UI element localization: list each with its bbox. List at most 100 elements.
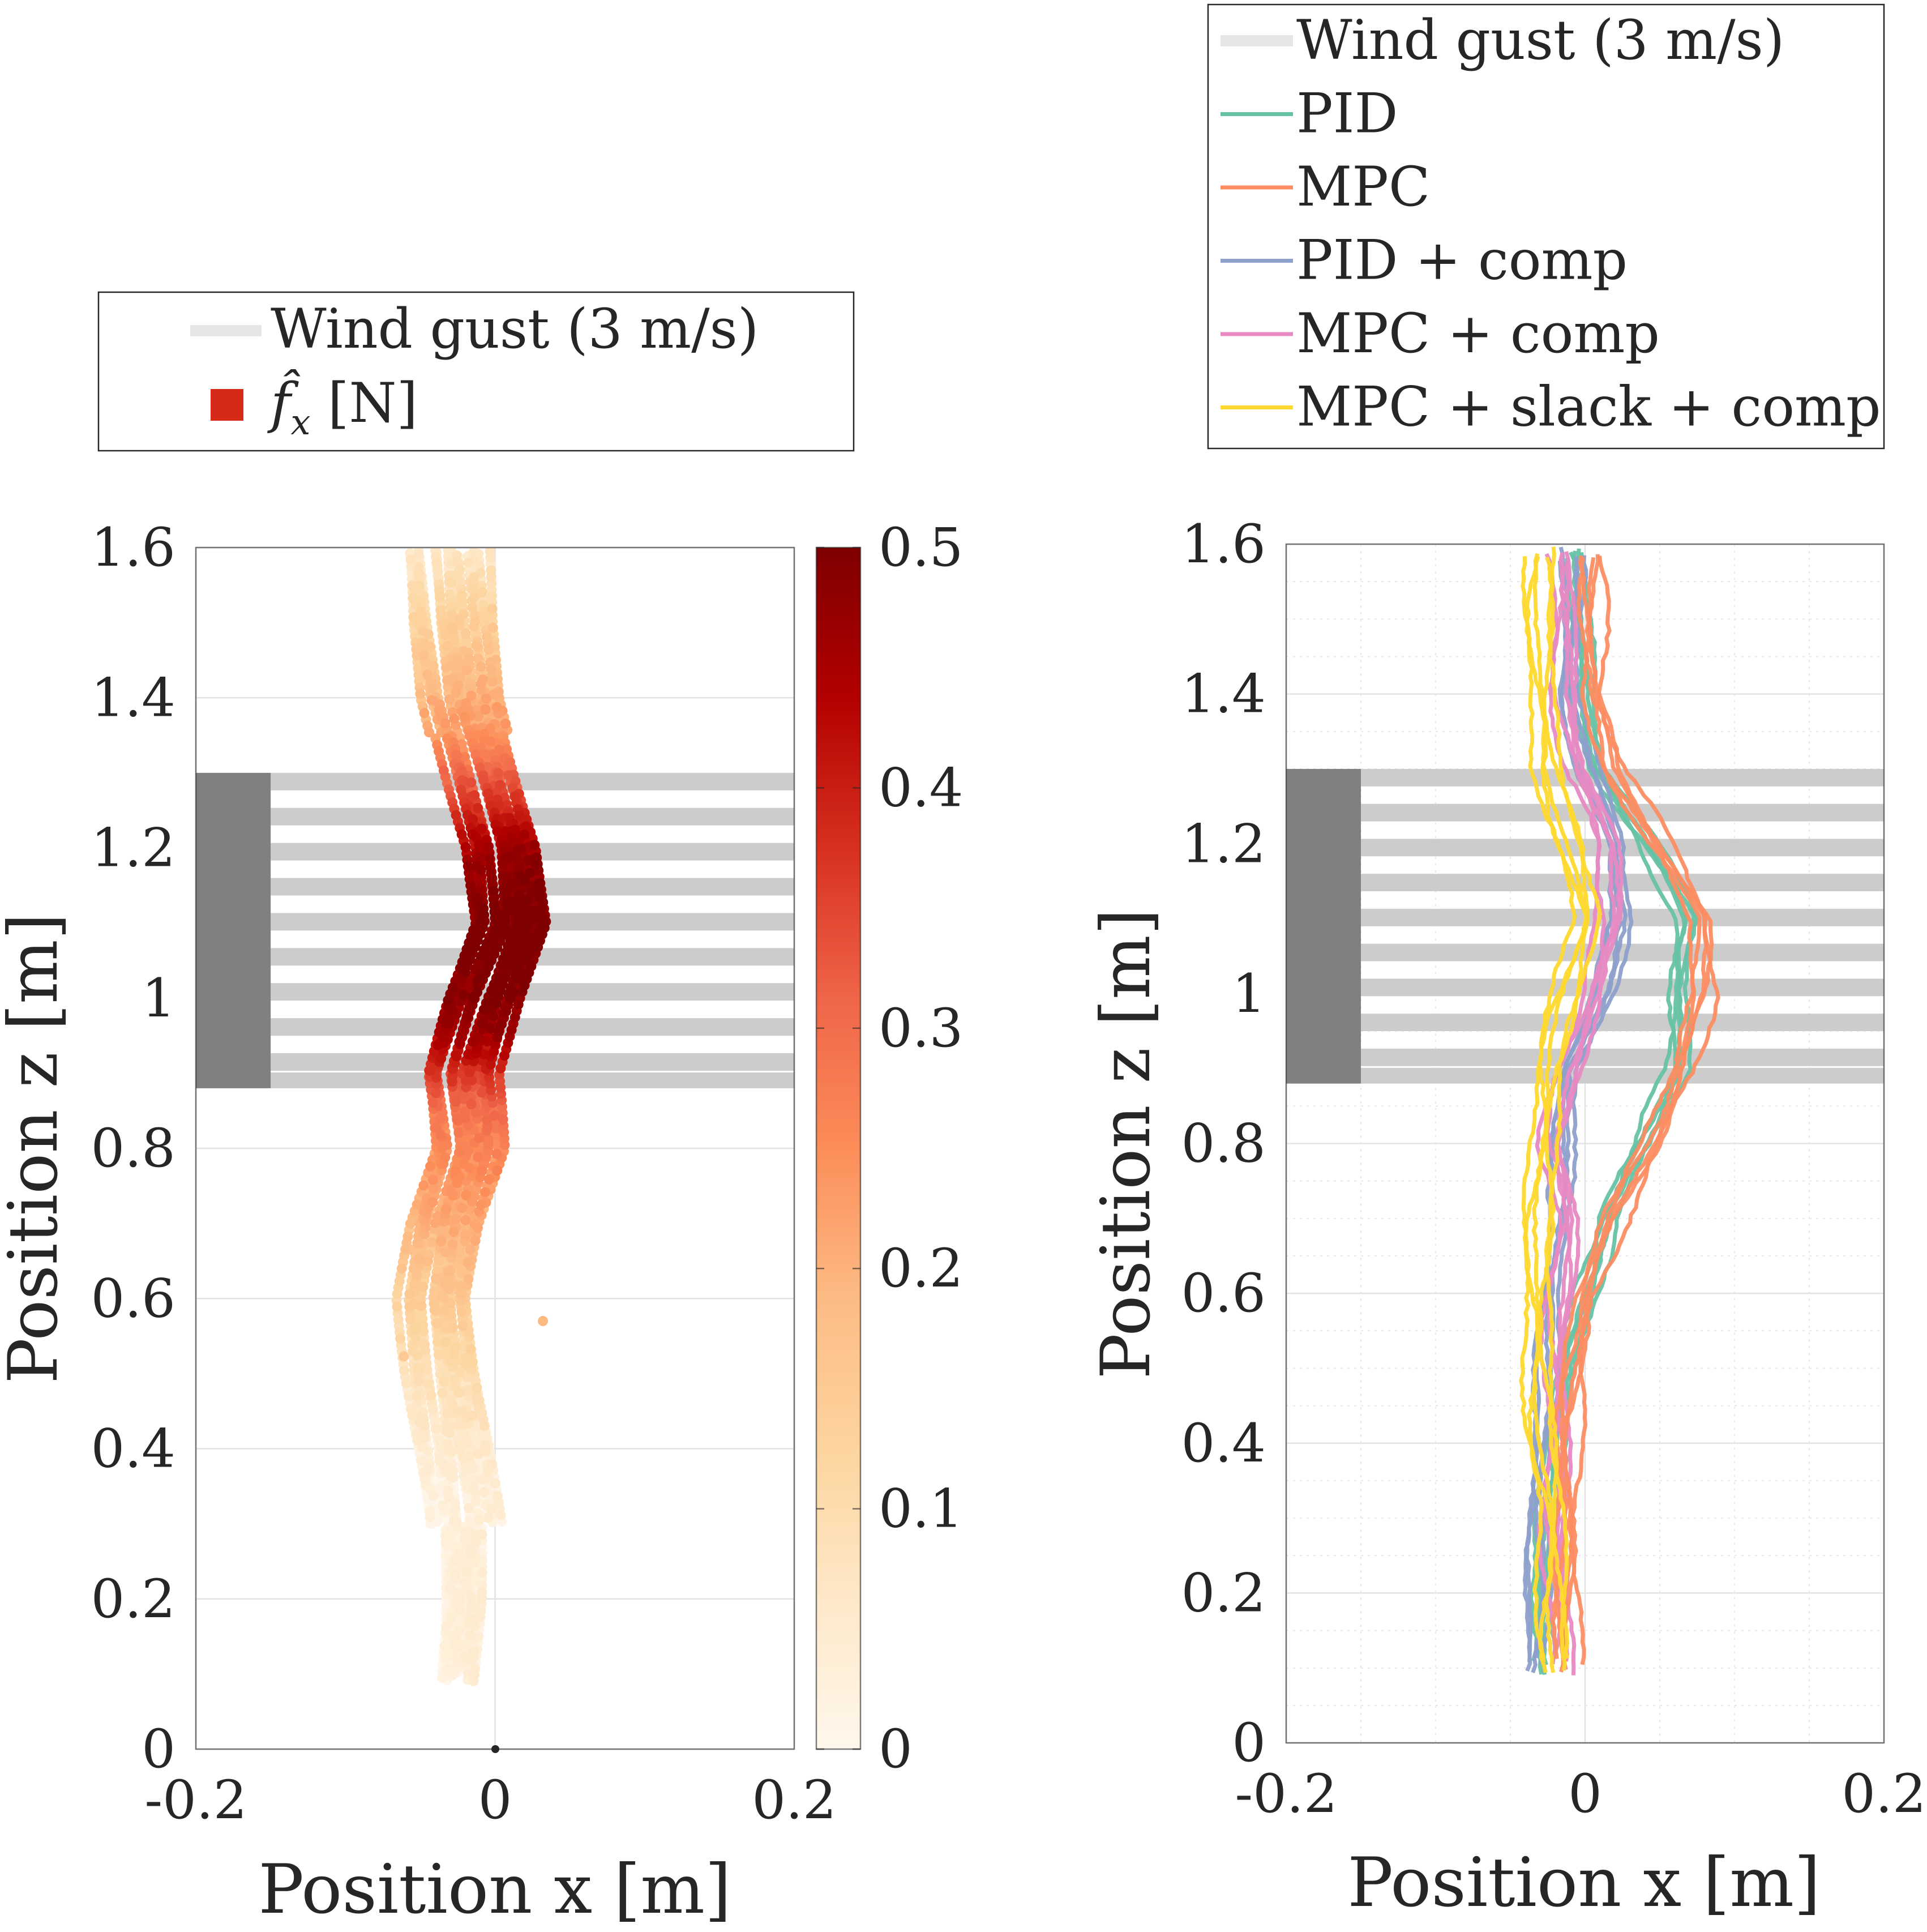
fx-point (491, 1148, 502, 1159)
fx-point (463, 557, 474, 568)
fx-point (460, 1432, 471, 1443)
fx-point (407, 1410, 418, 1421)
fx-point (440, 1337, 451, 1348)
fx-point (461, 1190, 472, 1200)
fx-point (463, 1257, 473, 1268)
fx-point (447, 1190, 458, 1201)
fx-point (440, 1247, 451, 1258)
fx-point (493, 991, 504, 1002)
fx-scatter-points (391, 548, 551, 1686)
y-tick-label: 0.2 (91, 1568, 176, 1630)
fx-point (426, 1237, 437, 1247)
fx-point (443, 1267, 453, 1277)
fx-point (444, 1663, 455, 1674)
fx-point (404, 1289, 415, 1300)
fx-point (495, 1082, 506, 1093)
fx-point (524, 931, 534, 942)
fx-point (418, 650, 429, 661)
fx-point (392, 1301, 402, 1312)
fx-point (528, 906, 538, 917)
fx-point (465, 1547, 476, 1558)
right-y-tick-labels: 0 0.2 0.4 0.6 0.8 1 1.2 1.4 1.6 (1181, 514, 1266, 1774)
fx-point (492, 1491, 503, 1502)
fx-point (451, 1096, 461, 1107)
y-tick-label: 0 (142, 1719, 175, 1780)
fx-point (500, 971, 511, 982)
fx-point (414, 581, 425, 592)
fx-point (476, 661, 486, 672)
fx-point (451, 1051, 462, 1062)
fx-point (463, 861, 473, 871)
fx-point (465, 1344, 476, 1354)
fx-point (463, 1273, 474, 1284)
fx-point (478, 775, 489, 785)
legend-label: MPC + slack + comp (1296, 375, 1881, 439)
fx-point (489, 900, 499, 911)
fx-point (451, 1643, 461, 1653)
x-tick-label: 0.2 (1842, 1763, 1926, 1825)
colorbar-tick-label: 0.4 (879, 757, 964, 819)
fx-point (473, 711, 484, 722)
fx-point (478, 903, 489, 914)
fx-point (403, 1391, 414, 1401)
fx-point (395, 1333, 406, 1344)
right-legend: Wind gust (3 m/s) PID MPC PID + comp MPC + c… (1207, 3, 1885, 450)
fx-point (487, 1459, 498, 1469)
fx-point (477, 1593, 487, 1604)
right-fan-block (1286, 768, 1361, 1084)
trajectory-mpc-slack-comp (1544, 546, 1603, 1671)
left-legend-box (97, 291, 855, 452)
fx-point (442, 1349, 452, 1360)
fx-point (394, 1276, 405, 1286)
fx-point (465, 954, 476, 965)
y-tick-label: 0.2 (1181, 1562, 1266, 1624)
fx-point (500, 719, 511, 729)
fx-point (469, 1669, 480, 1680)
fx-point (440, 1204, 451, 1215)
fx-point (539, 922, 550, 933)
fx-point (455, 1594, 466, 1605)
fx-point (417, 615, 428, 626)
gust-stripe (271, 1072, 794, 1088)
left-x-tick-labels: -0.2 0 0.2 (144, 1769, 836, 1831)
fx-point (401, 1378, 412, 1388)
fx-point (463, 1384, 474, 1395)
fx-point (508, 987, 519, 998)
fx-point (471, 1536, 482, 1546)
fx-point (440, 718, 451, 729)
fx-point (426, 695, 437, 706)
fx-point (416, 606, 426, 617)
fx-point (451, 1213, 461, 1224)
fx-point (438, 1305, 449, 1315)
fx-point (459, 989, 469, 1000)
trajectory-mpc-comp (1554, 552, 1622, 1662)
fx-point (476, 678, 486, 689)
gust-stripe (1361, 1067, 1884, 1084)
fx-point (440, 1152, 451, 1163)
fx-point (410, 599, 421, 610)
y-tick-label: 1 (142, 968, 175, 1029)
fx-point (517, 896, 528, 907)
fx-point (487, 604, 498, 614)
fx-point (457, 590, 468, 601)
fx-point (457, 1321, 468, 1332)
y-tick-label: 0 (1232, 1712, 1266, 1774)
fx-point (466, 1099, 477, 1110)
fx-point (432, 1336, 443, 1347)
y-tick-label: 0.8 (1181, 1113, 1266, 1175)
fx-point (423, 629, 434, 639)
fx-point (481, 938, 492, 949)
fx-point (501, 1006, 512, 1017)
fx-point (454, 614, 465, 625)
fx-point (456, 1306, 467, 1317)
fx-point (447, 1322, 458, 1333)
fx-point (444, 1650, 455, 1661)
x-tick-label: 0.2 (752, 1769, 837, 1831)
fx-point (405, 554, 416, 565)
fx-point (538, 1316, 549, 1327)
fx-point (429, 1298, 439, 1309)
fx-point (465, 1630, 476, 1640)
fx-point (428, 1490, 439, 1501)
fx-point (450, 1554, 461, 1565)
fx-point (453, 660, 464, 670)
